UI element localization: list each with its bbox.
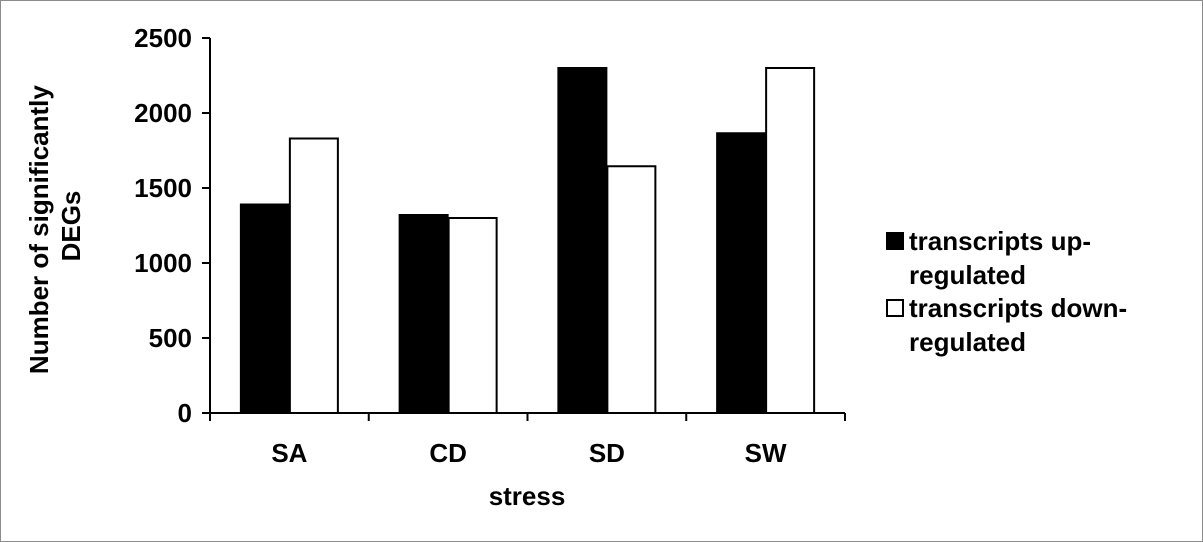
x-tick-label-cd: CD — [429, 438, 467, 468]
y-axis-title-line-2: DEGs — [56, 191, 86, 262]
y-tick-label: 2500 — [134, 23, 192, 53]
legend-label-up-line-1: transcripts up- — [909, 226, 1091, 256]
x-axis-ticks: SA CD SD SW — [209, 413, 846, 468]
legend: transcripts up- regulated transcripts do… — [886, 226, 1134, 357]
legend-label-up-line-2: regulated — [909, 260, 1026, 290]
bars — [239, 67, 816, 414]
y-tick-label: 2000 — [134, 98, 192, 128]
y-tick-label: 1500 — [134, 173, 192, 203]
bar-down-cd — [447, 217, 498, 414]
legend-label-up: transcripts up- regulated — [909, 226, 1098, 290]
bar-down-sa — [288, 137, 339, 414]
x-axis-title: stress — [489, 481, 566, 511]
bar-down-sd — [606, 165, 657, 414]
legend-swatch-up — [886, 232, 904, 250]
y-axis-title-line-1: Number of significantly — [24, 85, 54, 374]
legend-label-down: transcripts down- regulated — [909, 293, 1134, 357]
y-tick-label: 500 — [149, 323, 192, 353]
bar-up-sd — [557, 67, 608, 414]
x-tick-label-sw: SW — [745, 438, 787, 468]
legend-swatch-down — [886, 299, 904, 317]
legend-item-up: transcripts up- regulated — [886, 226, 1098, 290]
legend-label-down-line-2: regulated — [909, 327, 1026, 357]
y-axis-ticks: 0 500 1000 1500 2000 2500 — [134, 23, 210, 428]
x-tick-label-sd: SD — [589, 438, 625, 468]
y-tick-label: 0 — [178, 398, 192, 428]
bar-down-sw — [765, 67, 816, 414]
y-tick-label: 1000 — [134, 248, 192, 278]
legend-item-down: transcripts down- regulated — [886, 293, 1134, 357]
bar-up-sw — [716, 132, 767, 414]
bar-up-sa — [239, 203, 290, 414]
y-axis-title: Number of significantly DEGs — [24, 78, 86, 374]
bar-up-cd — [398, 214, 449, 414]
legend-label-down-line-1: transcripts down- — [909, 293, 1127, 323]
x-tick-label-sa: SA — [271, 438, 307, 468]
